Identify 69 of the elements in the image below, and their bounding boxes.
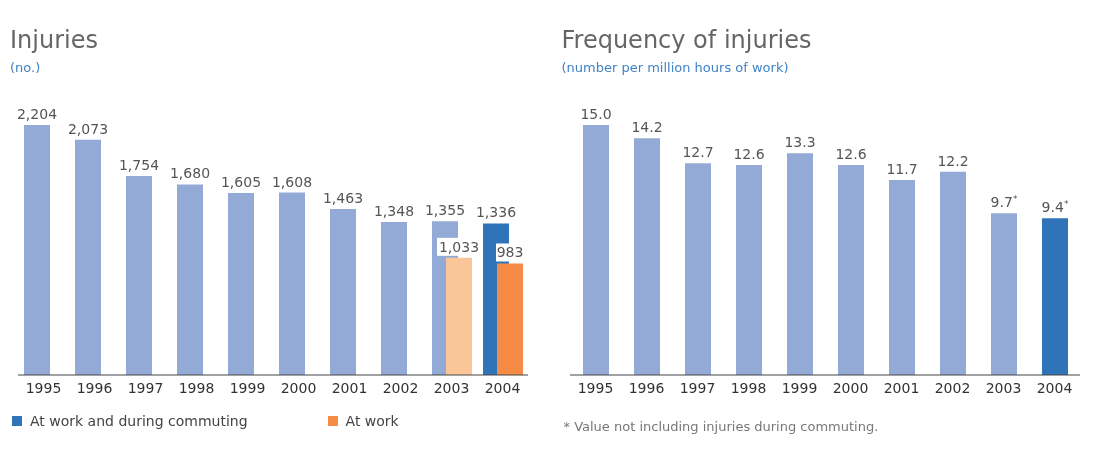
x-tick-label: 1999 [229,379,266,396]
bar [126,176,152,375]
bar [888,180,915,375]
bar [228,192,254,375]
bar [1041,218,1068,375]
legend-label: At work [345,413,399,429]
x-tick-label: 1996 [76,379,113,396]
data-label: 1,033 [438,238,480,255]
bar [24,125,50,375]
data-label: 983 [496,244,524,261]
x-tick-label: 1996 [628,379,664,396]
data-label: 1,463 [322,190,364,207]
chart-title: Frequency of injuries [561,26,812,54]
bar [177,184,203,375]
data-label: 12.2 [936,152,969,169]
x-tick-label: 1995 [25,379,62,396]
x-tick-label: 2002 [382,379,419,396]
x-tick-label: 1998 [178,379,215,396]
bar [735,165,762,375]
chart-subtitle: (no.) [10,60,41,75]
data-label: 13.3 [783,134,816,151]
data-label: 1,754 [118,157,160,174]
x-tick-label: 1998 [730,379,766,396]
x-tick-label: 1997 [679,379,715,396]
x-tick-label: 2001 [331,379,368,396]
x-tick-label: 1999 [781,379,817,396]
bar [75,139,101,375]
data-label: 2,073 [67,120,109,137]
data-label: 12.6 [732,146,765,162]
bar [446,257,472,375]
data-label: 1,336 [475,204,517,221]
bar [990,213,1017,375]
bar [381,222,407,375]
bar [786,153,813,375]
x-tick-label: 1995 [577,379,613,396]
bar [633,138,660,375]
bar [684,163,711,375]
x-tick-label: 2000 [280,379,317,396]
x-tick-label: 2003 [433,379,470,396]
legend-label: At work and during commuting [30,413,248,429]
data-label: 14.2 [630,119,663,136]
bar [582,125,609,375]
chart-title: Injuries [10,26,98,54]
data-label: 1,348 [373,203,415,220]
data-label: 1,355 [424,202,466,219]
data-label: 12.6 [834,146,867,162]
data-label: 2,204 [16,106,58,122]
x-tick-label: 2004 [1036,379,1072,396]
data-label: 15.0 [579,106,612,122]
x-tick-label: 2001 [883,379,919,396]
bar [279,192,305,375]
data-label: 1,608 [271,173,313,190]
x-tick-label: 1997 [127,379,164,396]
text: * Value not including injuries during commuting. [563,419,879,434]
chart-subtitle: (number per million hours of work) [561,60,789,75]
bar [837,165,864,375]
bar [330,209,356,375]
x-tick-label: 2000 [832,379,868,396]
data-label: 11.7 [885,161,918,177]
x-tick-label: 2003 [985,379,1021,396]
data-label: 12.7 [681,144,714,161]
x-tick-label: 2002 [934,379,970,396]
bar [497,263,523,375]
bar [939,171,966,375]
x-tick-label: 2004 [484,379,521,396]
data-label: 9.7$^{*}$ [990,194,1018,211]
data-label: 1,605 [220,173,262,190]
data-label: 9.4$^{*}$ [1041,199,1069,216]
data-label: 1,680 [169,165,211,182]
